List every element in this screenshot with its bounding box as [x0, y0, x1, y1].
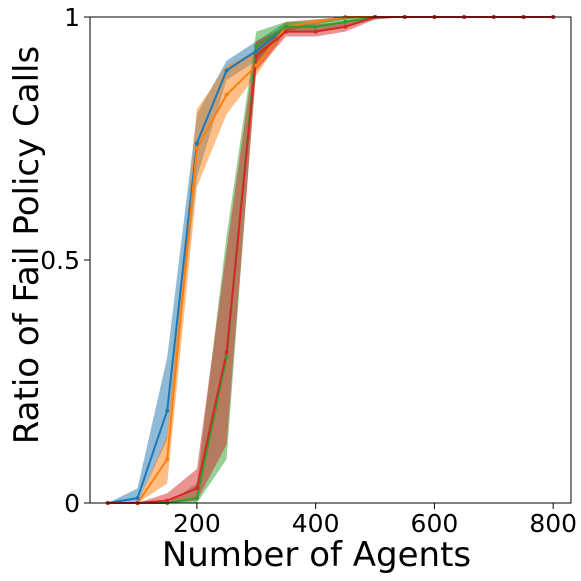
- series-3-point: [313, 24, 318, 29]
- series-1-point: [135, 496, 140, 501]
- series-4-point: [313, 29, 318, 34]
- series-4-point: [343, 24, 348, 29]
- series-2-line: [107, 16, 554, 504]
- plot-area: [105, 15, 556, 505]
- series-4-point: [254, 53, 259, 58]
- series-3-band: [107, 17, 554, 503]
- series-3-line: [107, 16, 554, 504]
- series-4-point: [194, 486, 199, 491]
- x-tick-label: 400: [292, 509, 340, 538]
- y-axis-label: Ratio of Fail Policy Calls: [7, 46, 47, 444]
- series-4-line: [107, 16, 554, 504]
- x-tick-label: 800: [529, 509, 577, 538]
- series-1-band: [107, 17, 554, 503]
- series-4-point: [224, 350, 229, 355]
- series-lines: [107, 16, 554, 504]
- x-tick-label: 200: [173, 509, 221, 538]
- series-2-point: [224, 92, 229, 97]
- series-4-point: [165, 498, 170, 503]
- series-3-point: [254, 44, 259, 49]
- series-2-band: [107, 17, 554, 503]
- series-1-point: [224, 68, 229, 73]
- series-1-point: [165, 408, 170, 413]
- y-tick-label: 0: [64, 489, 80, 518]
- y-tick-label: 0.5: [40, 246, 80, 275]
- x-tick-label: 600: [411, 509, 459, 538]
- y-axis: 00.51: [40, 3, 90, 518]
- series-1-point: [254, 49, 259, 54]
- series-1-point: [194, 141, 199, 146]
- series-3-point: [194, 496, 199, 501]
- confidence-bands: [107, 17, 554, 503]
- series-4-band: [107, 17, 554, 503]
- series-3-point: [283, 24, 288, 29]
- series-markers: [105, 15, 556, 505]
- series-2-point: [194, 146, 199, 151]
- x-axis-label: Number of Agents: [162, 535, 471, 575]
- series-2-point: [313, 19, 318, 24]
- y-tick-label: 1: [64, 3, 80, 32]
- series-2-point: [254, 63, 259, 68]
- series-2-point: [165, 457, 170, 462]
- series-1-line: [107, 16, 554, 504]
- series-3-point: [343, 19, 348, 24]
- series-4-point: [283, 29, 288, 34]
- series-3-point: [224, 355, 229, 360]
- x-axis: 200 400 600 800: [173, 503, 577, 538]
